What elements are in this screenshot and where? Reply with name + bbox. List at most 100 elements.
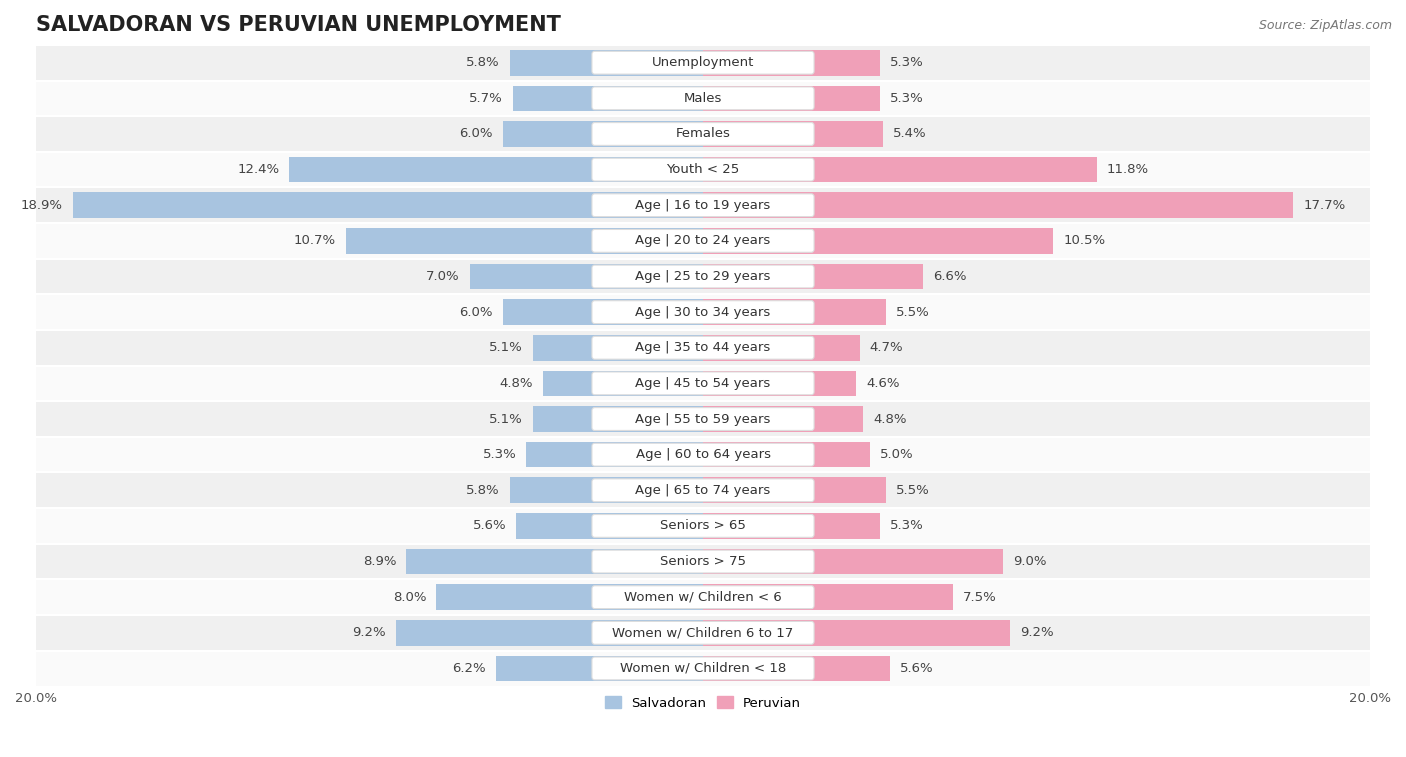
Text: Seniors > 75: Seniors > 75 bbox=[659, 555, 747, 568]
Text: 5.1%: 5.1% bbox=[489, 341, 523, 354]
Text: 5.5%: 5.5% bbox=[897, 484, 931, 497]
Bar bbox=[37, 330, 1369, 366]
Legend: Salvadoran, Peruvian: Salvadoran, Peruvian bbox=[599, 691, 807, 715]
Bar bbox=[470, 263, 703, 289]
Text: 18.9%: 18.9% bbox=[21, 199, 63, 212]
Bar bbox=[703, 228, 1053, 254]
Text: Age | 16 to 19 years: Age | 16 to 19 years bbox=[636, 199, 770, 212]
Text: 5.8%: 5.8% bbox=[465, 484, 499, 497]
Text: 5.3%: 5.3% bbox=[890, 519, 924, 532]
Text: 5.3%: 5.3% bbox=[482, 448, 516, 461]
Bar bbox=[509, 50, 703, 76]
Bar bbox=[703, 656, 890, 681]
Text: Youth < 25: Youth < 25 bbox=[666, 163, 740, 176]
Text: 6.2%: 6.2% bbox=[453, 662, 486, 675]
Text: SALVADORAN VS PERUVIAN UNEMPLOYMENT: SALVADORAN VS PERUVIAN UNEMPLOYMENT bbox=[37, 15, 561, 35]
Bar bbox=[436, 584, 703, 610]
Text: Women w/ Children < 6: Women w/ Children < 6 bbox=[624, 590, 782, 603]
Text: Age | 65 to 74 years: Age | 65 to 74 years bbox=[636, 484, 770, 497]
FancyBboxPatch shape bbox=[592, 444, 814, 466]
Text: 7.0%: 7.0% bbox=[426, 270, 460, 283]
Bar bbox=[290, 157, 703, 182]
Text: Females: Females bbox=[675, 127, 731, 141]
Text: Age | 35 to 44 years: Age | 35 to 44 years bbox=[636, 341, 770, 354]
Bar bbox=[503, 299, 703, 325]
Bar bbox=[37, 116, 1369, 152]
FancyBboxPatch shape bbox=[592, 621, 814, 644]
Text: Age | 55 to 59 years: Age | 55 to 59 years bbox=[636, 413, 770, 425]
Bar bbox=[703, 407, 863, 431]
Bar bbox=[37, 437, 1369, 472]
FancyBboxPatch shape bbox=[592, 87, 814, 110]
Bar bbox=[73, 192, 703, 218]
Text: 7.5%: 7.5% bbox=[963, 590, 997, 603]
FancyBboxPatch shape bbox=[592, 479, 814, 502]
Bar bbox=[703, 620, 1010, 646]
FancyBboxPatch shape bbox=[592, 657, 814, 680]
Bar bbox=[37, 223, 1369, 259]
Bar bbox=[37, 508, 1369, 544]
Text: 4.7%: 4.7% bbox=[870, 341, 904, 354]
Text: Women w/ Children < 18: Women w/ Children < 18 bbox=[620, 662, 786, 675]
Bar bbox=[703, 335, 859, 360]
Bar bbox=[406, 549, 703, 575]
Bar bbox=[703, 121, 883, 147]
Text: 5.0%: 5.0% bbox=[880, 448, 914, 461]
Bar bbox=[37, 579, 1369, 615]
Text: 4.6%: 4.6% bbox=[866, 377, 900, 390]
FancyBboxPatch shape bbox=[592, 550, 814, 573]
Bar bbox=[703, 299, 886, 325]
Text: 5.3%: 5.3% bbox=[890, 56, 924, 69]
Text: 5.4%: 5.4% bbox=[893, 127, 927, 141]
Text: Seniors > 65: Seniors > 65 bbox=[659, 519, 747, 532]
Text: 8.0%: 8.0% bbox=[392, 590, 426, 603]
Text: Age | 45 to 54 years: Age | 45 to 54 years bbox=[636, 377, 770, 390]
Text: 12.4%: 12.4% bbox=[238, 163, 280, 176]
Bar bbox=[37, 401, 1369, 437]
Text: 10.5%: 10.5% bbox=[1063, 235, 1105, 248]
Text: 4.8%: 4.8% bbox=[873, 413, 907, 425]
FancyBboxPatch shape bbox=[592, 123, 814, 145]
FancyBboxPatch shape bbox=[592, 407, 814, 431]
Text: 8.9%: 8.9% bbox=[363, 555, 396, 568]
Text: 9.2%: 9.2% bbox=[1019, 626, 1053, 640]
FancyBboxPatch shape bbox=[592, 301, 814, 323]
Bar bbox=[37, 80, 1369, 116]
Bar bbox=[516, 513, 703, 539]
FancyBboxPatch shape bbox=[592, 372, 814, 395]
Bar bbox=[396, 620, 703, 646]
FancyBboxPatch shape bbox=[592, 194, 814, 217]
Text: 9.2%: 9.2% bbox=[353, 626, 387, 640]
Text: 17.7%: 17.7% bbox=[1303, 199, 1346, 212]
FancyBboxPatch shape bbox=[592, 265, 814, 288]
Bar bbox=[509, 478, 703, 503]
Bar bbox=[526, 442, 703, 468]
Text: 9.0%: 9.0% bbox=[1014, 555, 1046, 568]
Bar bbox=[37, 152, 1369, 188]
Bar bbox=[703, 371, 856, 396]
Bar bbox=[543, 371, 703, 396]
FancyBboxPatch shape bbox=[592, 158, 814, 181]
Bar bbox=[703, 584, 953, 610]
Bar bbox=[533, 335, 703, 360]
Text: Age | 20 to 24 years: Age | 20 to 24 years bbox=[636, 235, 770, 248]
Bar bbox=[37, 366, 1369, 401]
FancyBboxPatch shape bbox=[592, 586, 814, 609]
FancyBboxPatch shape bbox=[592, 51, 814, 74]
Text: Age | 60 to 64 years: Age | 60 to 64 years bbox=[636, 448, 770, 461]
Bar bbox=[37, 45, 1369, 80]
Bar bbox=[37, 544, 1369, 579]
Bar bbox=[37, 650, 1369, 687]
Text: 5.3%: 5.3% bbox=[890, 92, 924, 104]
FancyBboxPatch shape bbox=[592, 336, 814, 359]
Bar bbox=[703, 442, 870, 468]
Bar bbox=[503, 121, 703, 147]
Text: 5.7%: 5.7% bbox=[470, 92, 503, 104]
Bar bbox=[703, 157, 1097, 182]
Text: 6.0%: 6.0% bbox=[460, 306, 494, 319]
Bar bbox=[703, 513, 880, 539]
Bar bbox=[703, 478, 886, 503]
Text: 5.6%: 5.6% bbox=[900, 662, 934, 675]
Bar bbox=[37, 472, 1369, 508]
Bar bbox=[703, 86, 880, 111]
